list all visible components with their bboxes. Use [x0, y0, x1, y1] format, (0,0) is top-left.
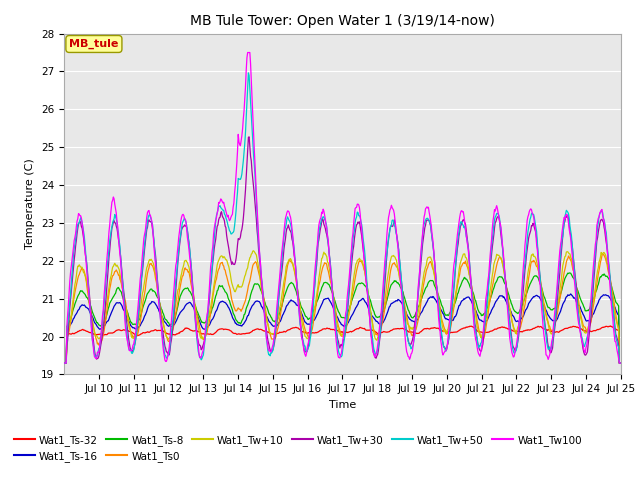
- Wat1_Tw100: [256, 255, 264, 261]
- Wat1_Tw+50: [228, 231, 236, 237]
- Wat1_Ts-32: [431, 325, 439, 331]
- Wat1_Tw+10: [125, 325, 133, 331]
- Wat1_Ts0: [617, 360, 625, 366]
- Legend: Wat1_Ts-32, Wat1_Ts-16, Wat1_Ts-8, Wat1_Ts0, Wat1_Tw+10, Wat1_Tw+30, Wat1_Tw+50,: Wat1_Ts-32, Wat1_Ts-16, Wat1_Ts-8, Wat1_…: [10, 431, 586, 466]
- Line: Wat1_Tw100: Wat1_Tw100: [64, 52, 621, 363]
- Wat1_Ts-32: [60, 360, 68, 366]
- Wat1_Ts-8: [60, 360, 68, 366]
- Wat1_Ts-16: [255, 299, 263, 304]
- Wat1_Ts-32: [255, 327, 263, 333]
- Text: MB_tule: MB_tule: [69, 39, 118, 49]
- Wat1_Ts-32: [228, 329, 236, 335]
- Y-axis label: Temperature (C): Temperature (C): [26, 158, 35, 250]
- Wat1_Tw+50: [244, 70, 252, 76]
- Wat1_Ts-32: [617, 360, 625, 366]
- Wat1_Tw100: [401, 324, 408, 330]
- Wat1_Tw+50: [256, 256, 264, 262]
- Wat1_Tw+50: [617, 360, 625, 366]
- Wat1_Tw+50: [125, 348, 133, 353]
- Wat1_Tw+10: [256, 274, 264, 279]
- Line: Wat1_Tw+50: Wat1_Tw+50: [64, 73, 621, 363]
- Wat1_Tw+50: [60, 360, 68, 366]
- Wat1_Tw100: [60, 360, 68, 366]
- Wat1_Tw+10: [228, 280, 236, 286]
- Wat1_Ts-8: [228, 305, 236, 311]
- Wat1_Tw+10: [277, 298, 285, 304]
- Wat1_Tw+30: [617, 360, 625, 366]
- Line: Wat1_Ts-16: Wat1_Ts-16: [64, 294, 621, 363]
- Wat1_Tw+50: [277, 267, 285, 273]
- Line: Wat1_Tw+10: Wat1_Tw+10: [64, 251, 621, 363]
- Wat1_Ts0: [125, 323, 133, 328]
- Wat1_Tw+10: [617, 360, 625, 366]
- Wat1_Tw+30: [256, 261, 264, 267]
- Wat1_Ts-8: [617, 360, 625, 366]
- Wat1_Ts0: [228, 297, 236, 302]
- Wat1_Ts-32: [276, 330, 284, 336]
- Title: MB Tule Tower: Open Water 1 (3/19/14-now): MB Tule Tower: Open Water 1 (3/19/14-now…: [190, 14, 495, 28]
- Wat1_Tw+10: [432, 281, 440, 287]
- Wat1_Tw+10: [60, 360, 68, 366]
- Wat1_Ts-16: [125, 319, 133, 325]
- Wat1_Tw100: [277, 257, 285, 263]
- Wat1_Tw+10: [250, 248, 257, 253]
- Line: Wat1_Ts-8: Wat1_Ts-8: [64, 273, 621, 363]
- Wat1_Tw100: [617, 360, 625, 366]
- Line: Wat1_Tw+30: Wat1_Tw+30: [64, 137, 621, 363]
- Wat1_Ts0: [599, 251, 607, 256]
- Wat1_Ts-16: [228, 312, 236, 318]
- Wat1_Ts-16: [431, 296, 439, 302]
- Wat1_Ts0: [400, 297, 408, 303]
- Wat1_Tw100: [228, 213, 236, 218]
- Wat1_Tw+30: [277, 275, 285, 280]
- Line: Wat1_Ts-32: Wat1_Ts-32: [64, 326, 621, 363]
- Wat1_Ts-16: [276, 318, 284, 324]
- Wat1_Ts-8: [431, 284, 439, 289]
- Wat1_Ts-8: [400, 293, 408, 299]
- Wat1_Ts-8: [565, 270, 573, 276]
- Wat1_Ts-16: [567, 291, 575, 297]
- Wat1_Tw100: [244, 49, 252, 55]
- Wat1_Ts-16: [617, 360, 625, 366]
- Wat1_Tw+30: [60, 360, 68, 366]
- Wat1_Tw+50: [432, 273, 440, 279]
- Wat1_Ts-32: [607, 323, 614, 329]
- Wat1_Tw+30: [245, 134, 253, 140]
- Wat1_Ts-8: [255, 283, 263, 289]
- Wat1_Tw+30: [432, 271, 440, 277]
- Wat1_Tw+30: [125, 340, 133, 346]
- Wat1_Ts0: [431, 274, 439, 280]
- Wat1_Ts0: [255, 272, 263, 278]
- Wat1_Ts-32: [400, 326, 408, 332]
- Wat1_Ts-8: [276, 308, 284, 313]
- Wat1_Ts-8: [125, 315, 133, 321]
- Wat1_Tw+10: [401, 304, 408, 310]
- Wat1_Tw+50: [401, 316, 408, 322]
- Wat1_Ts-16: [60, 360, 68, 366]
- Wat1_Tw+30: [401, 309, 408, 314]
- X-axis label: Time: Time: [329, 400, 356, 409]
- Wat1_Tw100: [432, 275, 440, 281]
- Wat1_Tw100: [125, 348, 133, 353]
- Wat1_Ts-32: [125, 328, 133, 334]
- Wat1_Tw+30: [228, 262, 236, 267]
- Wat1_Ts-16: [400, 304, 408, 310]
- Wat1_Ts0: [276, 312, 284, 318]
- Line: Wat1_Ts0: Wat1_Ts0: [64, 253, 621, 363]
- Wat1_Ts0: [60, 360, 68, 366]
